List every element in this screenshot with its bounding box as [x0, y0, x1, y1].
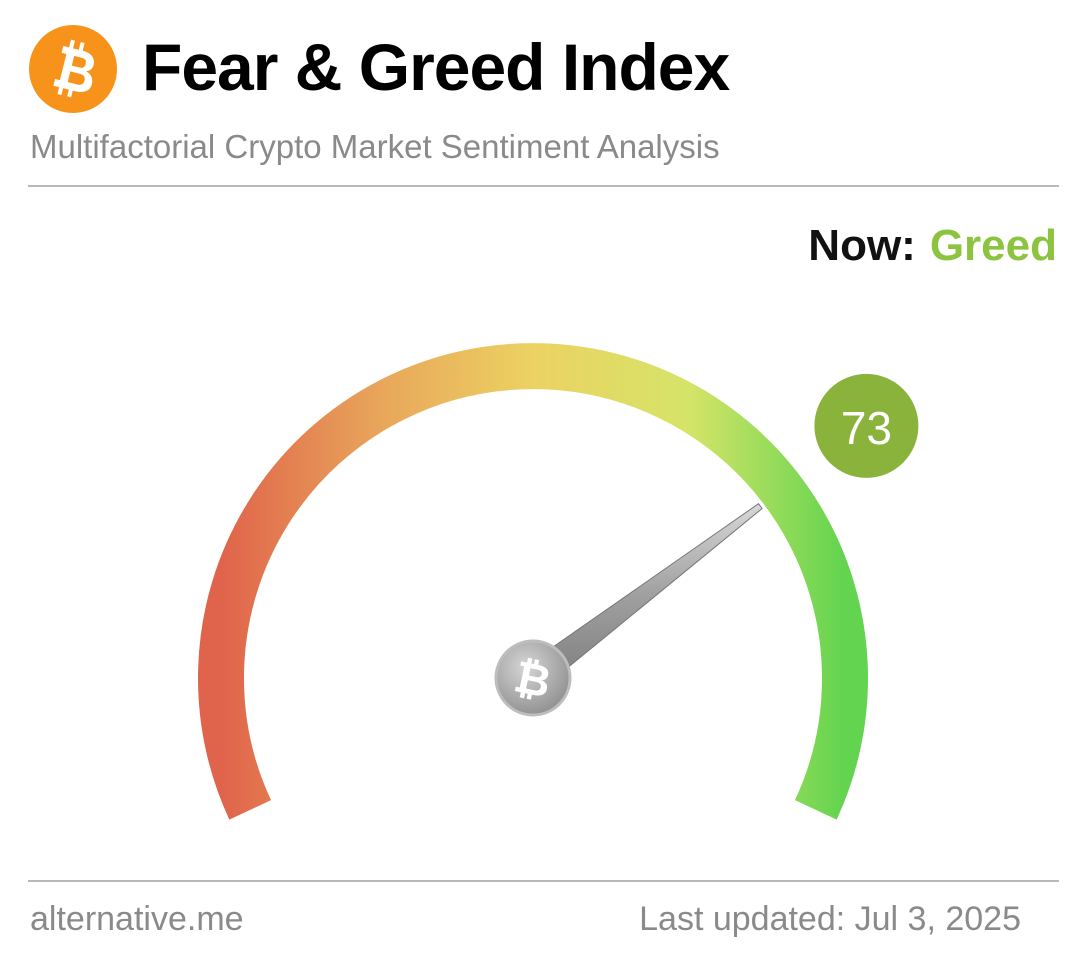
- index-value: 73: [841, 402, 892, 454]
- gauge-hub: ₿: [494, 639, 572, 717]
- source-link[interactable]: alternative.me: [30, 900, 244, 938]
- header: Fear & Greed Index: [28, 20, 1059, 116]
- status-label: Now:: [808, 221, 916, 270]
- status-classification: Greed: [929, 221, 1057, 270]
- bitcoin-logo-icon: [29, 25, 117, 113]
- header-divider: [28, 185, 1059, 187]
- page-title: Fear & Greed Index: [142, 30, 730, 104]
- current-status: Now: Greed: [808, 224, 1057, 268]
- page-subtitle: Multifactorial Crypto Market Sentiment A…: [30, 128, 720, 165]
- footer-divider: [28, 880, 1059, 882]
- gauge-arc: [198, 343, 868, 820]
- value-badge: 73: [814, 373, 919, 478]
- last-updated: Last updated: Jul 3, 2025: [639, 900, 1021, 938]
